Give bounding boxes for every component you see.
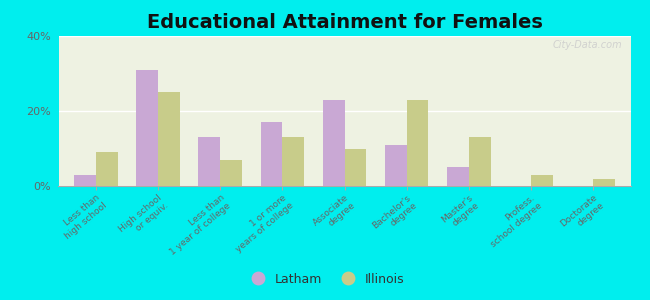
Bar <box>282 137 304 186</box>
Legend: Latham, Illinois: Latham, Illinois <box>240 268 410 291</box>
Bar <box>344 148 366 186</box>
Bar <box>136 70 158 186</box>
Bar <box>323 100 345 186</box>
Bar <box>531 175 552 186</box>
Bar <box>469 137 491 186</box>
Bar <box>261 122 282 186</box>
Bar <box>96 152 118 186</box>
Bar <box>74 175 96 186</box>
Title: Educational Attainment for Females: Educational Attainment for Females <box>146 13 543 32</box>
Bar <box>447 167 469 186</box>
Bar <box>198 137 220 186</box>
Text: City-Data.com: City-Data.com <box>552 40 622 50</box>
Bar <box>220 160 242 186</box>
Bar <box>593 178 615 186</box>
Bar <box>407 100 428 186</box>
Bar <box>385 145 407 186</box>
Bar <box>158 92 180 186</box>
